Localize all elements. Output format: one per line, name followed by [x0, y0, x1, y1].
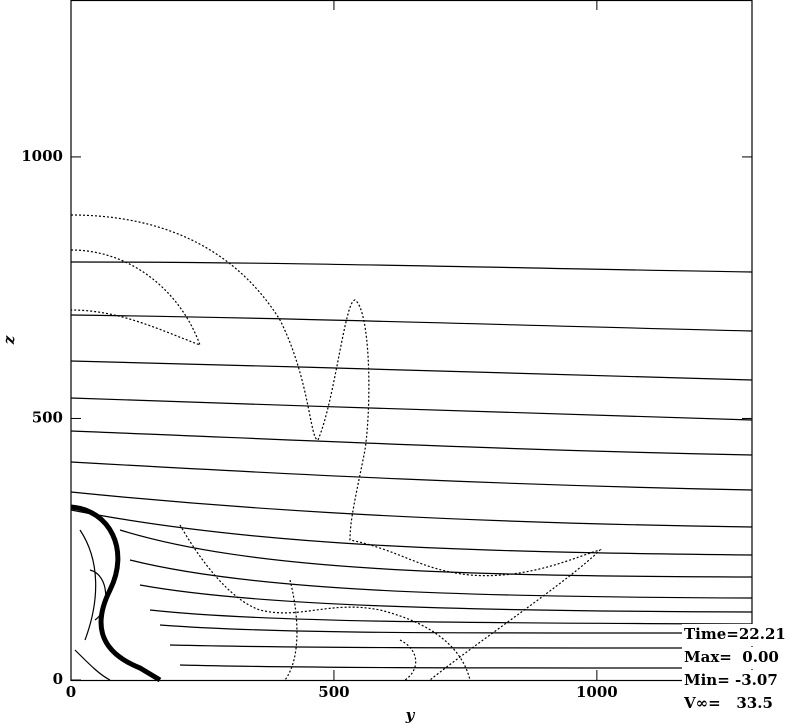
annotation-bg — [682, 693, 789, 715]
contour-line — [169, 644, 753, 649]
contour-line — [70, 261, 753, 273]
contour-line — [70, 430, 753, 456]
contours — [70, 214, 753, 683]
contour-line — [159, 624, 753, 634]
y-tick-label: 0 — [53, 670, 63, 688]
contour-line — [149, 609, 753, 625]
contour-line — [179, 664, 753, 669]
contour-line — [70, 314, 753, 332]
annotation-bg — [682, 670, 789, 692]
y-axis-label: z — [0, 335, 18, 345]
annotation: V∞= 33.5 — [683, 694, 773, 712]
vortex — [70, 504, 162, 683]
plot-frame — [70, 0, 753, 682]
contour-line — [70, 461, 753, 491]
contour-line — [70, 491, 753, 528]
annotation-bg — [682, 624, 789, 646]
x-tick-label: 0 — [66, 683, 76, 701]
x-axis-label: y — [405, 706, 416, 724]
y-tick-label: 500 — [32, 408, 63, 426]
annotation: Time=22.21 — [684, 625, 786, 643]
y-tick-label: 1000 — [21, 147, 63, 165]
contour-line — [119, 529, 753, 578]
vortex — [74, 529, 111, 681]
annotation: Max= 0.00 — [684, 648, 779, 666]
contour-line — [70, 509, 753, 556]
contour-line — [129, 559, 753, 599]
contour-line — [139, 584, 753, 613]
contour-line — [70, 360, 753, 381]
dotted-contour — [70, 249, 202, 347]
contour-line — [70, 397, 753, 421]
annotation-bg — [682, 647, 789, 669]
dotted-contour — [179, 524, 471, 681]
x-tick-label: 1000 — [576, 683, 618, 701]
x-tick-label: 500 — [318, 683, 349, 701]
annotation: Min= -3.07 — [684, 671, 778, 689]
dotted-contour — [70, 214, 602, 681]
